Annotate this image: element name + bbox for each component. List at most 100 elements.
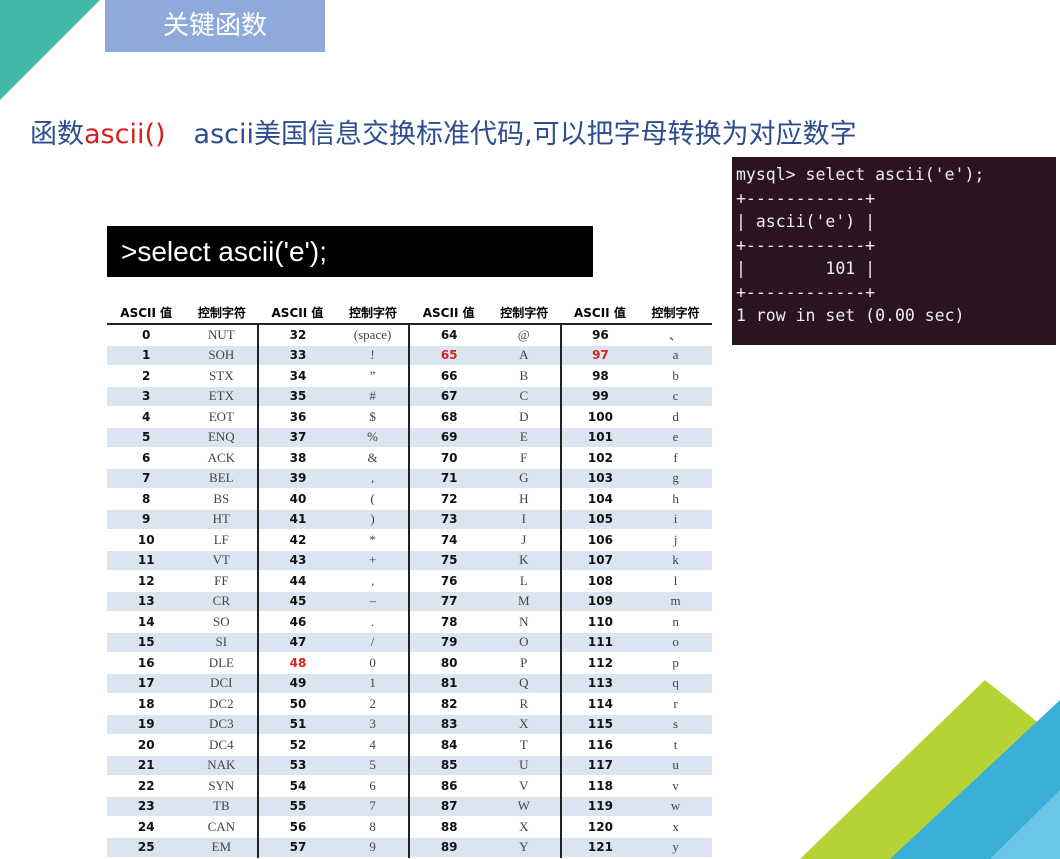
table-cell: VT	[185, 550, 260, 571]
table-cell: 75	[409, 550, 488, 571]
terminal-line: | ascii('e') |	[736, 212, 876, 231]
table-cell: 77	[409, 591, 488, 612]
table-cell: n	[639, 611, 712, 633]
function-name: ascii()	[84, 119, 166, 150]
table-cell: 15	[107, 632, 186, 653]
table-cell: 0	[107, 324, 186, 346]
table-cell: D	[487, 406, 562, 428]
table-cell: r	[639, 693, 712, 715]
table-cell: 121	[560, 837, 640, 858]
table-cell: 73	[409, 509, 488, 530]
table-row: 15 SI 47/79 O 111 o	[107, 632, 712, 653]
table-cell: 103	[560, 468, 640, 489]
table-cell: 33	[258, 345, 337, 366]
table-cell: 21	[107, 755, 186, 776]
ascii-table: ASCII 值控制字符 ASCII 值控制字符 ASCII 值控制字符 ASCII 值…	[107, 302, 712, 858]
table-cell: 64	[409, 324, 488, 346]
table-cell: 83	[409, 714, 488, 735]
table-cell: TB	[185, 796, 260, 817]
table-cell: 45	[258, 591, 337, 612]
table-cell: 114	[560, 693, 640, 715]
table-cell: ENQ	[185, 427, 260, 448]
table-cell: I	[487, 509, 562, 530]
table-cell: C	[487, 386, 562, 407]
column-header: 控制字符	[487, 302, 561, 325]
corner-triangle	[890, 700, 1060, 859]
table-cell: 7	[336, 796, 411, 817]
section-tag: 关键函数	[105, 0, 325, 52]
table-row: 22 SYN 54 6 86 V 118 v	[107, 775, 712, 797]
table-cell: NUT	[185, 324, 260, 346]
table-row: 13 CR 45–77 M 109 m	[107, 591, 712, 612]
table-cell: T	[487, 734, 562, 756]
table-cell: 99	[560, 386, 640, 407]
table-cell: DC3	[185, 714, 260, 735]
table-cell: 78	[409, 611, 488, 633]
table-cell: .	[336, 611, 411, 633]
table-cell: 41	[258, 509, 337, 530]
table-cell: ,	[336, 468, 411, 489]
table-row: 7 BEL 39, 71 G 103 g	[107, 468, 712, 489]
terminal-line: +------------+	[736, 188, 876, 208]
table-cell: 39	[258, 468, 337, 489]
table-cell: DLE	[185, 652, 260, 674]
corner-triangle	[990, 790, 1060, 859]
table-cell: SO	[185, 611, 260, 633]
title: 函数ascii() ascii美国信息交换标准代码,可以把字母转换为对应数字	[30, 112, 857, 151]
table-cell: 86	[409, 775, 488, 797]
table-cell: 40	[258, 488, 337, 510]
table-cell: 、	[639, 324, 712, 346]
table-cell: 105	[560, 509, 640, 530]
table-cell: 1	[336, 673, 411, 694]
table-cell: 70	[409, 447, 488, 469]
table-cell: ETX	[185, 386, 260, 407]
table-cell: 9	[336, 837, 411, 858]
table-cell: 65	[409, 345, 488, 366]
table-cell: b	[639, 365, 712, 387]
table-cell: V	[487, 775, 562, 797]
table-row: 9 HT 41) 73 I 105 i	[107, 509, 712, 530]
table-row: 16 DLE 48 0 80 P 112 p	[107, 652, 712, 674]
table-cell: 53	[258, 755, 337, 776]
table-cell: 9	[107, 509, 186, 530]
table-cell: –	[336, 591, 411, 612]
table-cell: $	[336, 406, 411, 428]
table-cell: G	[487, 468, 562, 489]
table-cell: 98	[560, 365, 640, 387]
table-cell: d	[639, 406, 712, 428]
table-cell: #	[336, 386, 411, 407]
table-cell: /	[336, 632, 411, 653]
table-cell: 47	[258, 632, 337, 653]
table-cell: 8	[107, 488, 186, 510]
table-cell: 51	[258, 714, 337, 735]
table-cell: L	[487, 570, 562, 592]
table-cell: o	[639, 632, 712, 653]
table-cell: k	[639, 550, 712, 571]
table-cell: 20	[107, 734, 186, 756]
table-cell: 3	[107, 386, 186, 407]
table-cell: LF	[185, 529, 260, 551]
table-cell: 48	[258, 652, 337, 674]
table-cell: 79	[409, 632, 488, 653]
table-cell: DC4	[185, 734, 260, 756]
terminal-line: +------------+	[736, 235, 876, 255]
table-cell: 57	[258, 837, 337, 858]
terminal-line: | 101 |	[736, 259, 876, 278]
table-cell: 2	[107, 365, 186, 387]
table-cell: 6	[107, 447, 186, 469]
table-cell: 102	[560, 447, 640, 469]
table-cell: 35	[258, 386, 337, 407]
table-cell: (	[336, 488, 411, 510]
table-cell: c	[639, 386, 712, 407]
table-cell: 80	[409, 652, 488, 674]
table-cell: 115	[560, 714, 640, 735]
table-cell: 120	[560, 816, 640, 838]
table-cell: E	[487, 427, 562, 448]
table-cell: 16	[107, 652, 186, 674]
table-cell: 23	[107, 796, 186, 817]
table-cell: CAN	[185, 816, 260, 838]
terminal-line: 1 row in set (0.00 sec)	[736, 306, 965, 325]
table-cell: l	[639, 570, 712, 592]
table-cell: p	[639, 652, 712, 674]
